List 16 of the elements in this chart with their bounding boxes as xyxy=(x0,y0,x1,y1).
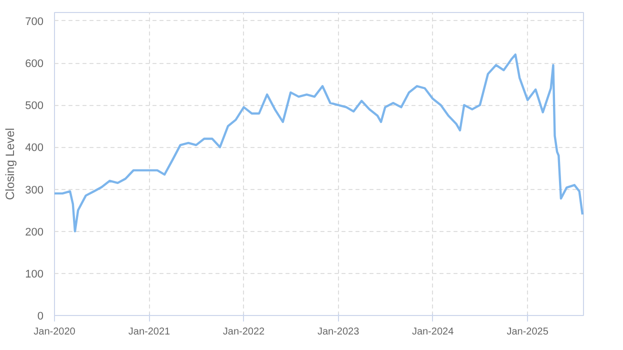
x-tick-label: Jan-2023 xyxy=(317,326,360,338)
y-tick-label: 200 xyxy=(25,226,44,238)
x-tick-label: Jan-2020 xyxy=(34,326,76,338)
x-tick-label: Jan-2025 xyxy=(506,326,549,338)
x-tick-label: Jan-2022 xyxy=(222,326,266,338)
line-series xyxy=(54,53,584,232)
x-tick-label: Jan-2021 xyxy=(128,326,171,338)
y-tick-label: 400 xyxy=(25,142,44,154)
y-tick-label: 0 xyxy=(37,310,44,322)
y-axis-title: Closing Level xyxy=(3,128,18,200)
y-tick-label: 600 xyxy=(25,58,44,70)
y-tick-label: 700 xyxy=(25,16,44,28)
y-tick-label: 100 xyxy=(25,268,44,280)
y-tick-label: 300 xyxy=(25,184,44,196)
x-tick-label: Jan-2024 xyxy=(412,326,454,338)
y-tick-label: 500 xyxy=(25,100,44,112)
